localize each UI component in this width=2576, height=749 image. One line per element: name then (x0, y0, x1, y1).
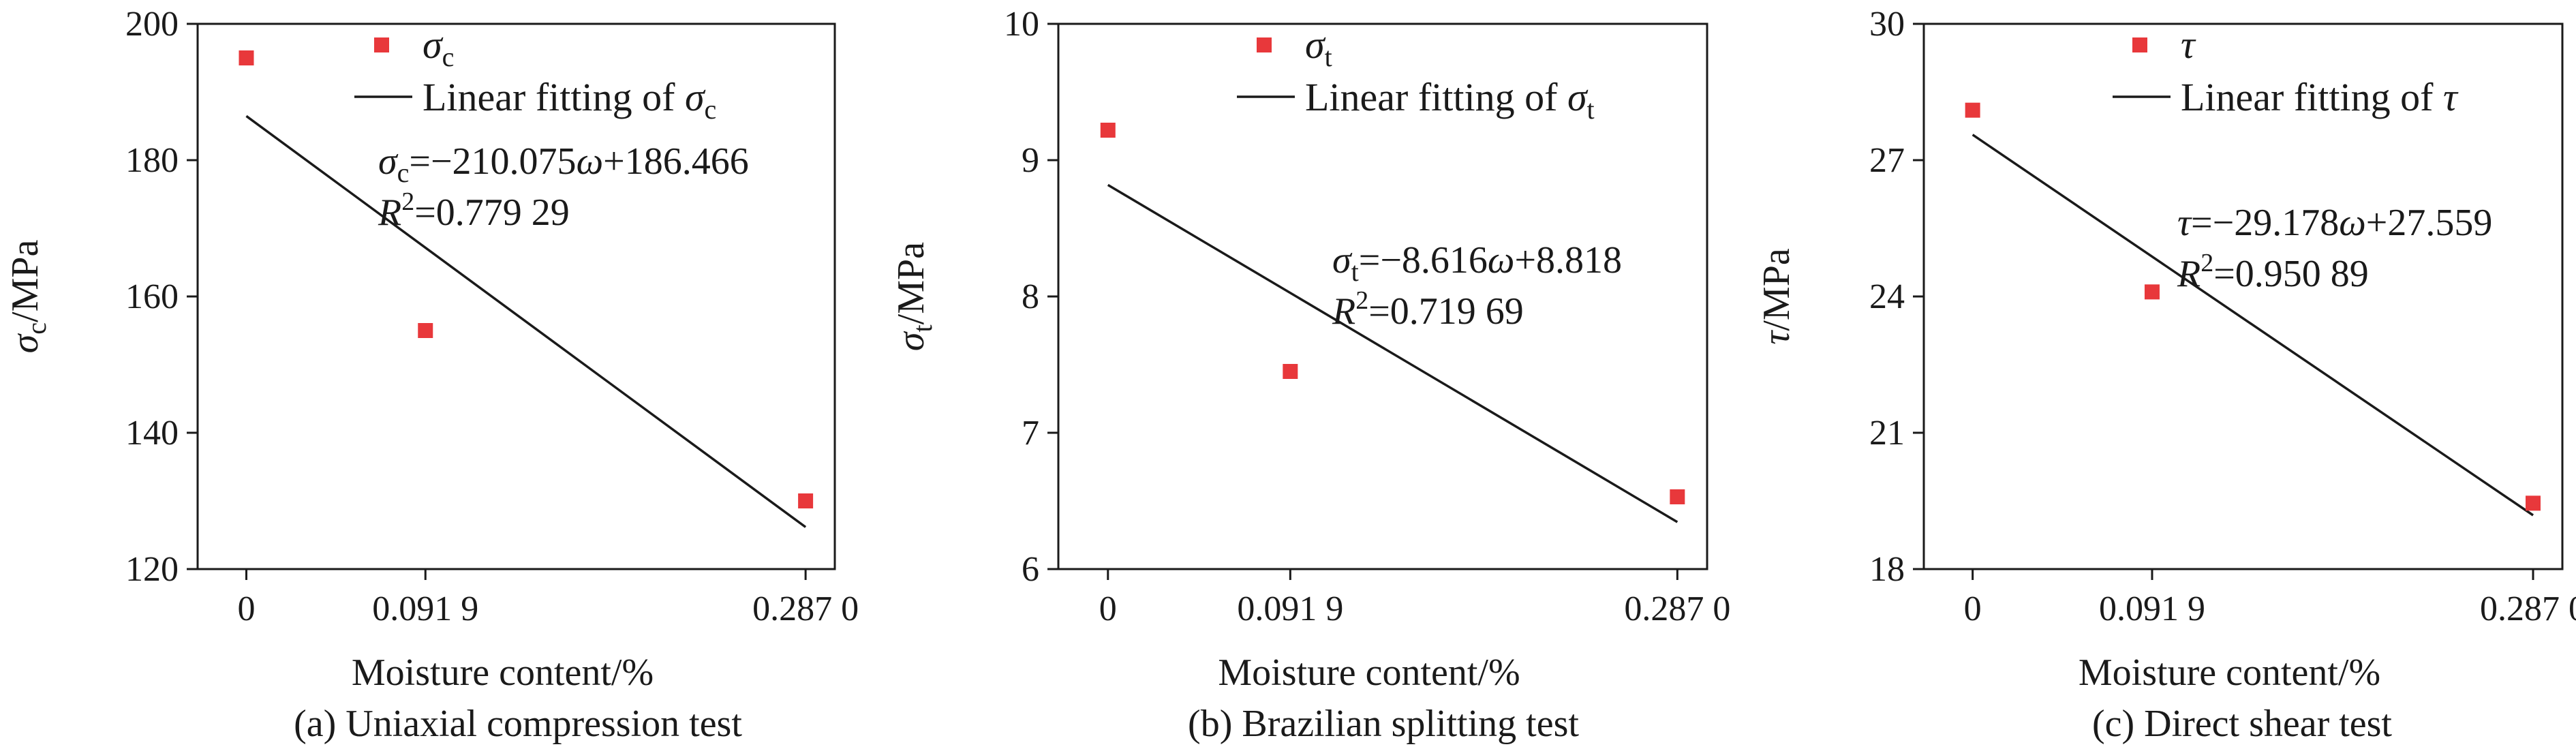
y-tick-label: 6 (1022, 550, 1039, 589)
panel-caption: (b) Brazilian splitting test (1188, 703, 1579, 745)
fit-equation: σt=−8.616ω+8.818 (1332, 239, 1622, 287)
x-tick-label: 0.287 0 (2480, 590, 2576, 628)
panel-caption: (c) Direct shear test (2092, 703, 2392, 745)
data-point (1965, 102, 1980, 118)
y-tick-label: 200 (125, 5, 179, 44)
x-tick-label: 0.091 9 (2099, 590, 2205, 628)
y-tick-label: 24 (1869, 277, 1905, 316)
data-point (1283, 364, 1298, 379)
y-axis-title: σc/MPa (4, 239, 52, 353)
y-tick-label: 21 (1869, 414, 1905, 453)
x-tick-label: 0.287 0 (1624, 590, 1730, 628)
x-axis-title: Moisture content/% (352, 652, 654, 694)
data-point (418, 323, 433, 338)
y-tick-label: 140 (125, 414, 179, 453)
data-point (2144, 284, 2160, 300)
y-tick-label: 9 (1022, 141, 1039, 180)
data-point (2526, 495, 2541, 511)
x-axis-title: Moisture content/% (1218, 652, 1520, 694)
fit-equation: σc=−210.075ω+186.466 (378, 140, 749, 188)
legend-fit-label: Linear fitting of σc (423, 75, 716, 125)
data-point (239, 50, 254, 65)
x-tick-label: 0.091 9 (1237, 590, 1343, 628)
data-point (798, 493, 814, 508)
legend: τ Linear fitting of τ (2113, 22, 2459, 119)
fit-line (1972, 134, 2534, 517)
y-axis-title: σt/MPa (890, 242, 938, 351)
legend-points-label: τ (2181, 22, 2196, 67)
y-tick-label: 10 (1004, 5, 1039, 44)
x-axis-title: Moisture content/% (2079, 652, 2380, 694)
fit-equation: τ=−29.178ω+27.559 (2177, 202, 2492, 244)
y-tick-label: 120 (125, 550, 179, 589)
y-tick-label: 30 (1869, 5, 1905, 44)
legend-points-label: σc (423, 22, 454, 72)
y-tick-label: 160 (125, 277, 179, 316)
x-tick-label: 0.287 0 (752, 590, 859, 628)
r-squared: R2=0.719 69 (1332, 286, 1524, 333)
legend-points-label: σt (1305, 22, 1332, 72)
r-squared: R2=0.950 89 (2177, 249, 2369, 295)
legend-fit-label: Linear fitting of σt (1305, 75, 1595, 125)
fit-line (245, 114, 807, 528)
panel-1: 120 140 160 180 200 0 0.091 9 0.287 0 σc/MPa Mois… (4, 5, 859, 745)
legend-marker (374, 37, 389, 52)
panel-2: 6 7 8 9 10 0 0.091 9 0.287 0 σt/MPa Moisture cont… (890, 5, 1730, 745)
r-squared: R2=0.779 29 (378, 187, 570, 234)
x-tick-label: 0 (1964, 590, 1982, 628)
data-point (1100, 123, 1116, 138)
y-tick-label: 180 (125, 141, 179, 180)
fit-line (1107, 183, 1678, 523)
legend-marker (2132, 37, 2147, 52)
y-tick-label: 8 (1022, 277, 1039, 316)
x-tick-label: 0 (1099, 590, 1117, 628)
x-tick-label: 0 (237, 590, 255, 628)
y-tick-label: 27 (1869, 141, 1905, 180)
panel-caption: (a) Uniaxial compression test (294, 703, 742, 745)
data-point (1670, 489, 1685, 504)
y-tick-label: 7 (1022, 414, 1039, 453)
legend-fit-label: Linear fitting of τ (2181, 75, 2459, 119)
y-tick-label: 18 (1869, 550, 1905, 589)
panel-3: 18 21 24 27 30 0 0.091 9 0.287 0 τ/MPa Moisture c… (1755, 5, 2576, 745)
legend-marker (1257, 37, 1272, 52)
y-axis-title: τ/MPa (1755, 248, 1798, 345)
x-tick-label: 0.091 9 (372, 590, 478, 628)
